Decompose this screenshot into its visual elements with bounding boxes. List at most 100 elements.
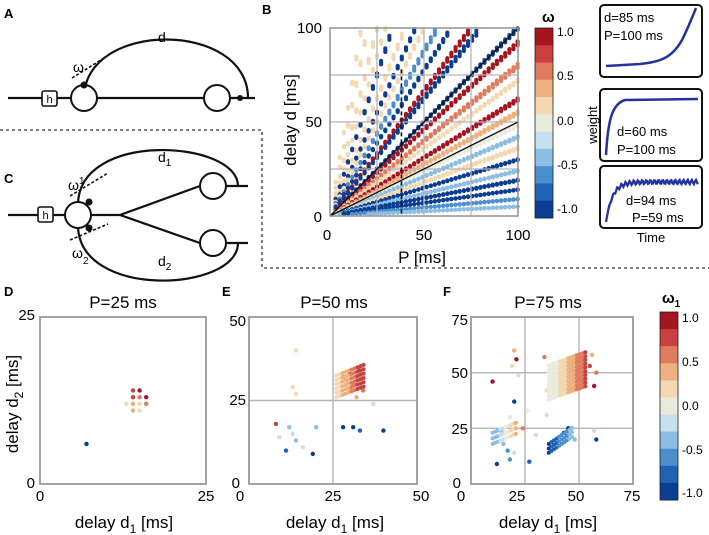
data-point (412, 161, 417, 166)
data-point (130, 388, 136, 393)
data-point (424, 209, 429, 214)
data-point (416, 35, 421, 40)
data-point (445, 191, 450, 196)
data-point (449, 91, 454, 96)
data-point (403, 143, 409, 148)
data-point (478, 184, 483, 190)
colorbar-segment (660, 414, 678, 433)
data-point (370, 190, 375, 195)
data-point (453, 175, 458, 181)
data-point (457, 141, 462, 146)
data-point (362, 143, 367, 149)
data-point (441, 179, 446, 184)
data-point (428, 56, 433, 61)
colorbar-segment (535, 148, 553, 167)
data-point (465, 194, 471, 199)
colorbar-segment (660, 482, 678, 501)
x-tick-label: 25 (198, 488, 215, 505)
data-point (465, 137, 471, 142)
data-point (432, 199, 437, 204)
diagonal-line (329, 121, 519, 217)
synapse-dot (80, 81, 88, 89)
data-point (457, 39, 462, 44)
x-tick-label: 0 (236, 488, 244, 505)
data-point (478, 206, 483, 211)
colorbar-omega1 (659, 311, 679, 501)
data-point (358, 59, 363, 65)
data-point (453, 45, 458, 50)
data-point (445, 56, 450, 61)
data-point (424, 172, 429, 178)
data-point (445, 140, 450, 145)
data-point (424, 62, 429, 67)
colorbar-segment (535, 166, 553, 184)
data-point (416, 209, 421, 214)
data-point (358, 381, 363, 386)
data-point (354, 211, 359, 216)
data-point (499, 172, 504, 177)
data-point (424, 91, 429, 96)
data-point (490, 199, 495, 204)
x-tick-label: 50 (568, 488, 585, 505)
data-point (345, 185, 351, 190)
data-point (337, 376, 342, 381)
d-y-axis-label: delay d2 [ms] (3, 355, 26, 453)
data-point (341, 166, 346, 171)
data-point (432, 204, 437, 209)
colorbar-segment (660, 465, 678, 484)
data-point (379, 100, 384, 105)
x-tick-label: 50 (413, 488, 430, 505)
inset-d: d=60 ms (617, 124, 668, 139)
data-point (503, 139, 508, 144)
data-point (358, 29, 363, 34)
data-point (441, 208, 446, 213)
data-point (436, 167, 442, 172)
data-point (341, 211, 346, 217)
data-point (445, 164, 450, 169)
data-point (366, 161, 371, 166)
data-point (445, 208, 450, 213)
data-point (416, 164, 421, 169)
data-point (457, 195, 462, 200)
data-point (408, 163, 413, 168)
data-point (428, 208, 433, 213)
data-point (340, 375, 345, 380)
data-point (583, 369, 588, 374)
data-point (432, 148, 437, 153)
inset-p: P=100 ms (617, 142, 676, 157)
data-point (355, 369, 360, 374)
data-point (490, 174, 495, 179)
data-point (486, 146, 491, 151)
data-point (391, 52, 396, 58)
panel-c: C h ω1 ω2 d1 d2 (4, 148, 248, 282)
data-point (391, 210, 396, 215)
data-point (412, 43, 417, 48)
data-point (337, 394, 342, 398)
data-point (333, 191, 338, 196)
data-point (370, 83, 375, 89)
data-point (589, 352, 595, 358)
data-point (474, 28, 479, 33)
y-tick-label: 0 (453, 475, 461, 492)
data-point (457, 108, 462, 113)
data-point (494, 92, 499, 97)
data-point (507, 148, 512, 153)
data-point (379, 58, 384, 64)
colorbar-tick: 1.0 (682, 311, 699, 325)
data-point (379, 181, 384, 186)
data-point (412, 135, 417, 140)
data-point (424, 153, 429, 158)
plot-d (39, 316, 207, 485)
data-point (403, 152, 409, 157)
data-point (445, 197, 450, 202)
data-point (424, 178, 429, 183)
data-point (436, 43, 442, 48)
data-point (494, 205, 499, 210)
data-point (432, 182, 437, 187)
data-point (416, 187, 421, 192)
h-label: h (42, 210, 48, 222)
synapse-dot (85, 198, 93, 206)
weight-axis-label: weight (585, 106, 600, 145)
data-point (465, 206, 471, 212)
data-point (358, 364, 363, 369)
